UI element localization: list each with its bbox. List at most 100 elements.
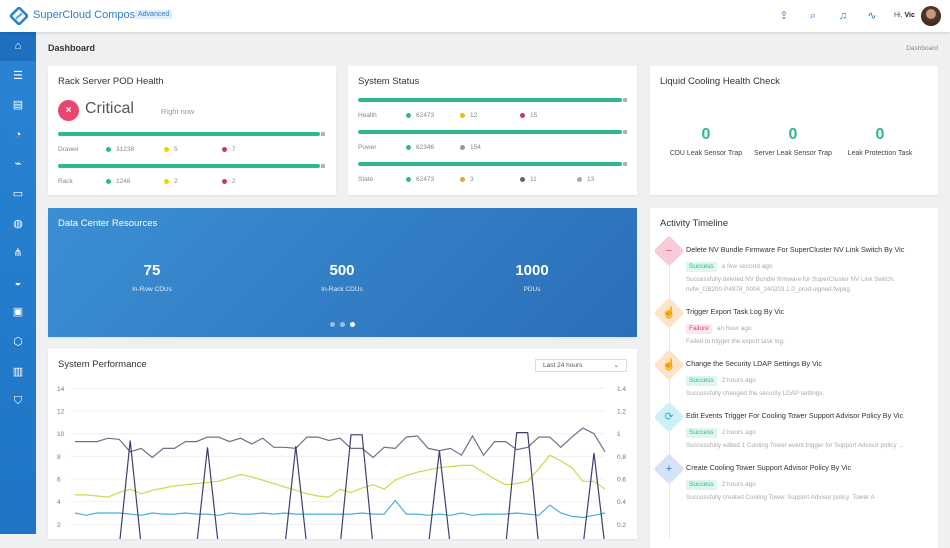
cdu-leak-value[interactable]: 0	[701, 126, 711, 143]
leak-protection-label: Leak Protection Task	[847, 150, 913, 157]
server-leak-value[interactable]: 0	[788, 126, 798, 143]
activity-meta: Success 2 hours ago	[686, 374, 930, 386]
enabled-count: 62473	[406, 176, 434, 183]
cdu-leak-label: CDU Leak Sensor Trap	[669, 150, 743, 157]
greeting[interactable]: Hi, Vic	[894, 12, 915, 19]
y-tick-label: 14	[57, 386, 65, 393]
timeline-item[interactable]: ☝ Change the Security LDAP Settings By Vi…	[653, 349, 930, 406]
activity-time: 2 hours ago	[721, 429, 756, 436]
hexagon-icon[interactable]: ⬡	[13, 336, 23, 348]
pie-chart-icon[interactable]: ◔	[14, 128, 22, 141]
y-tick-label: 8	[57, 454, 61, 461]
y2-tick-label: 0.4	[617, 499, 626, 506]
rack-health-card: Rack Server POD Health × Critical Right …	[48, 66, 336, 195]
ok-count: 31238	[106, 146, 134, 153]
activity-title[interactable]: Trigger Export Task Log By Vic	[686, 307, 785, 316]
liquid-cooling-card: Liquid Cooling Health Check 0 CDU Leak S…	[650, 66, 938, 195]
bell-icon[interactable]: ♫	[838, 10, 848, 22]
network-icon[interactable]: ⋔	[13, 247, 23, 260]
timeline-item[interactable]: − Delete NV Bundle Firmware For SuperClus…	[653, 235, 930, 302]
state-bar	[358, 162, 627, 166]
row-label: Drawer	[58, 146, 79, 153]
user-card-icon[interactable]: ▣	[12, 306, 24, 319]
chevron-down-icon: ⌄	[613, 362, 619, 369]
carousel-dot-1[interactable]	[330, 322, 335, 327]
critical-x-icon: ×	[58, 100, 79, 121]
y2-tick-label: 0.6	[617, 477, 626, 484]
activity-time: 2 hours ago	[721, 377, 756, 384]
in-row-cdus-value[interactable]: 75	[143, 262, 161, 279]
row-label: Power	[358, 144, 377, 151]
time-range-select[interactable]: Last 24 hours ⌄	[535, 359, 627, 372]
upload-icon[interactable]: ⇪	[779, 10, 789, 22]
row-label: Rack	[58, 178, 73, 185]
activity-description: Successfully deleted NV Bundle firmware …	[686, 276, 895, 293]
activity-title[interactable]: Edit Events Trigger For Cooling Tower Su…	[686, 411, 904, 420]
hand-pointer-icon: ☝	[662, 307, 676, 319]
system-status-card: System Status Health 62473 12 15 Power 6…	[348, 66, 637, 195]
breadcrumb[interactable]: Dashboard	[906, 45, 938, 52]
activity-time: a few second ago	[721, 263, 773, 270]
in-row-cdus-label: In-Row CDUs	[132, 286, 172, 293]
home-icon[interactable]: ⌂	[0, 32, 36, 61]
series-line-2	[75, 454, 606, 498]
timeline-item[interactable]: ⟳ Edit Events Trigger For Cooling Tower S…	[653, 401, 930, 458]
card-title: Activity Timeline	[660, 218, 729, 229]
shield-icon[interactable]: ⛉	[13, 395, 23, 408]
storage-icon[interactable]: ▤	[12, 99, 24, 112]
timeline-line	[669, 258, 670, 538]
in-rack-cdus-label: In-Rack CDUs	[321, 286, 363, 293]
y-tick-label: 12	[57, 409, 65, 416]
y-tick-label: 10	[57, 431, 65, 438]
pdus-value[interactable]: 1000	[515, 262, 549, 279]
row-label: State	[358, 176, 374, 183]
system-performance-card: System Performance Last 24 hours ⌄ 2 0.2 4 0…	[48, 349, 637, 539]
warning-count: 5	[164, 146, 178, 153]
activity-title[interactable]: Change the Security LDAP Settings By Vic	[686, 359, 822, 368]
y-tick-label: 4	[57, 499, 61, 506]
data-center-resources-card: Data Center Resources 75 In-Row CDUs 500…	[48, 208, 637, 337]
health-bar	[358, 98, 627, 102]
card-title: Liquid Cooling Health Check	[660, 76, 780, 87]
carousel-dot-2[interactable]	[340, 322, 345, 327]
timeline-item[interactable]: ☝ Trigger Export Task Log By Vic Failure an…	[653, 297, 930, 354]
activity-icon[interactable]: ∿	[867, 10, 877, 22]
globe-icon[interactable]: ◍	[13, 217, 23, 230]
pdus-label: PDUs	[523, 286, 541, 293]
off-count: 154	[460, 144, 481, 151]
in-rack-cdus-value[interactable]: 500	[329, 262, 355, 279]
absent-count: 13	[577, 176, 594, 183]
bar-chart-icon[interactable]: ▥	[12, 365, 24, 378]
power-bar	[358, 130, 627, 134]
carousel-dot-3-active[interactable]	[350, 322, 355, 327]
dashboard-gauge-icon[interactable]: ◒	[14, 276, 22, 289]
search-icon[interactable]: ⌕	[809, 10, 817, 22]
rack-health-bar	[58, 164, 325, 168]
activity-meta: Success 2 hours ago	[686, 426, 930, 438]
leak-protection-value[interactable]: 0	[875, 126, 885, 143]
line-chart-icon[interactable]: ⌁	[14, 158, 22, 171]
servers-icon[interactable]: ☰	[13, 69, 23, 82]
activity-title[interactable]: Delete NV Bundle Firmware For SuperClust…	[686, 245, 905, 254]
activity-title[interactable]: Create Cooling Tower Support Advisor Pol…	[686, 463, 852, 472]
brand-name[interactable]: SuperCloud Composer	[33, 9, 145, 21]
critical-count: 15	[520, 112, 537, 119]
starting-count: 3	[460, 176, 474, 183]
row-label: Health	[358, 112, 377, 119]
y2-tick-label: 1	[617, 431, 621, 438]
timeline-item[interactable]: + Create Cooling Tower Support Advisor Po…	[653, 453, 930, 510]
activity-meta: Failure an hour ago	[686, 322, 930, 334]
avatar[interactable]	[921, 6, 941, 26]
hand-pointer-icon: ☝	[662, 359, 676, 371]
activity-time: an hour ago	[716, 325, 752, 332]
health-status: Critical	[85, 100, 134, 117]
drive-icon[interactable]: ▭	[12, 188, 24, 200]
disabled-count: 11	[520, 176, 537, 183]
refresh-icon: ⟳	[664, 411, 674, 423]
warning-count: 12	[460, 112, 477, 119]
status-badge: Success	[686, 480, 717, 490]
ok-count: 62473	[406, 112, 434, 119]
activity-description: Successfully edited 1 Cooling Tower even…	[686, 442, 904, 449]
y-tick-label: 2	[57, 522, 61, 529]
minus-icon: −	[665, 245, 673, 257]
